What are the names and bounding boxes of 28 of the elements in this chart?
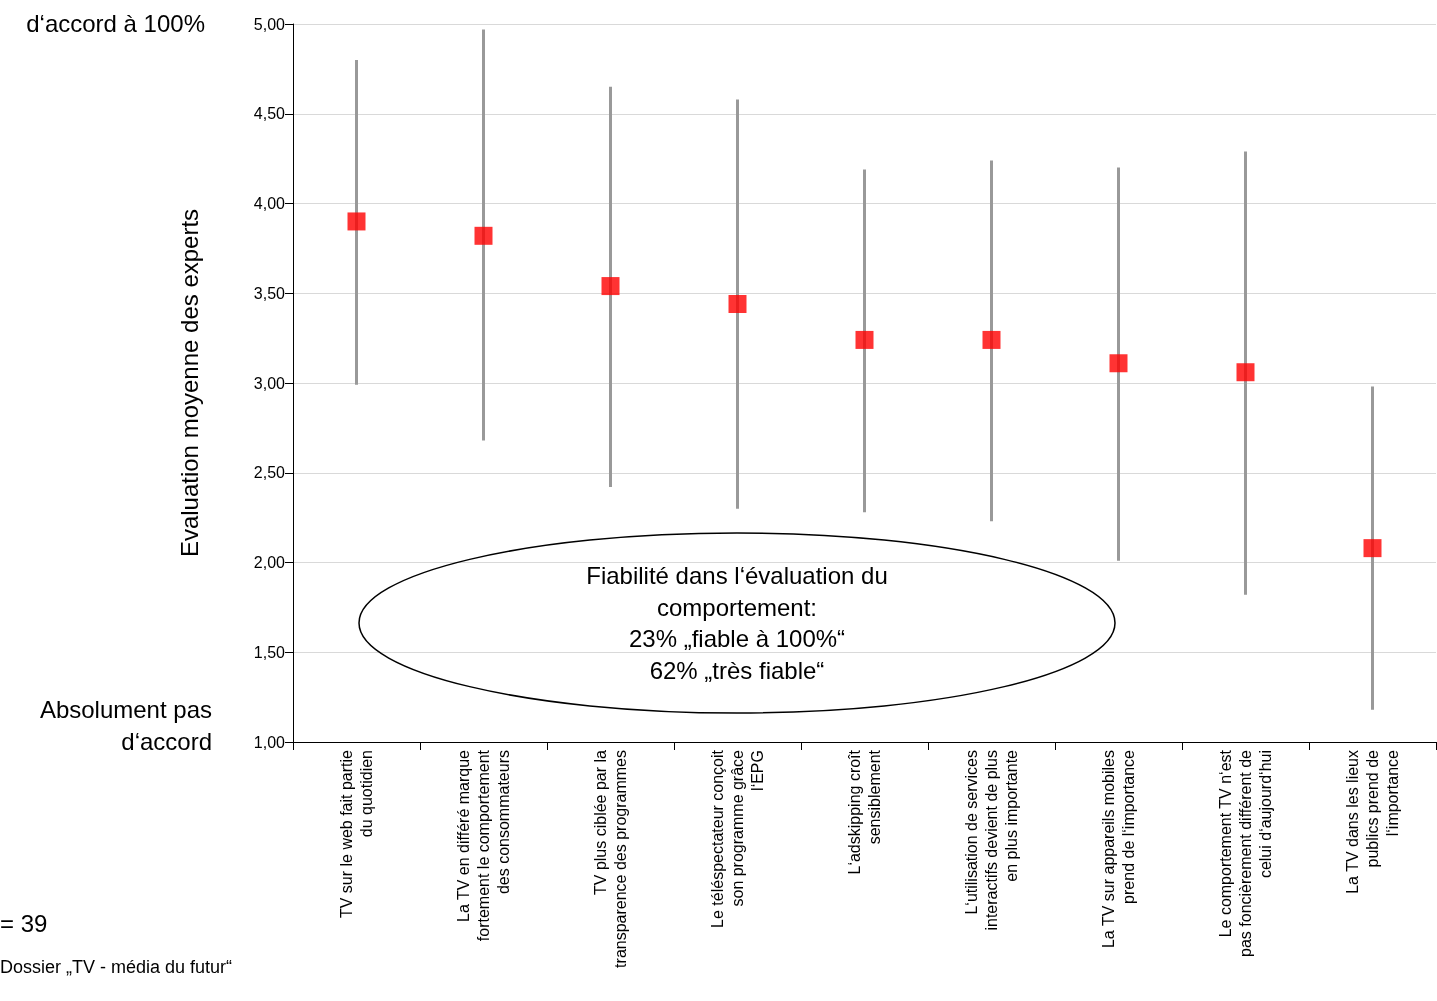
y-tick-label: 1,50 [253,643,286,661]
point [1236,363,1255,382]
y-tick-label: 3,50 [253,284,286,302]
text: Dossier „TV - média du futur“ [0,956,233,977]
y-axis-title: Evaluation moyenne des experts [175,208,203,558]
point [474,226,493,245]
x-tick-label: La TV dans les lieux publics prend de l‘importance [1344,749,1401,894]
y-tick-label: 2,50 [253,464,286,482]
text: = 39 [0,910,48,938]
x-tick-label: Le téléspectateur conçoit son programme grâce l‘EPG [709,749,766,928]
point [347,212,366,231]
y-tick-label: 5,00 [253,15,286,33]
text: d‘accord à 100% [26,10,205,38]
y-tick-label: 3,00 [253,374,286,392]
point [1109,354,1128,373]
y-tick-label: 1,00 [253,733,286,751]
y-tick-label: 2,00 [253,554,286,571]
y-tick-label: 4,50 [253,105,286,123]
point [1363,539,1382,558]
point [601,277,620,296]
x-tick-label: L‘adskipping croît sensiblement [846,749,883,875]
x-tick-label: TV sur le web fait partie du quotidien [338,749,375,919]
point [855,330,874,349]
point [982,330,1001,349]
text: Absolument pas d‘accord [39,696,212,756]
point [728,295,747,314]
y-tick-label: 4,00 [253,195,286,212]
annotation: Fiabilité dans l‘évaluation du comportement: 23% „fiable à 100%“ 62% „très fiable“ [586,561,888,685]
